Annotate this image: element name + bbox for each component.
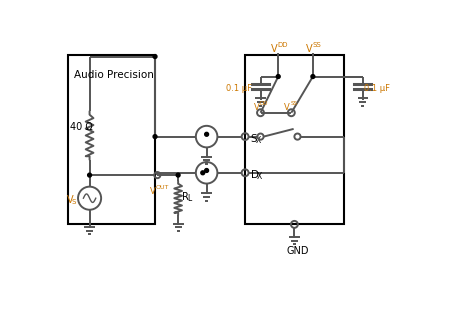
Bar	[245, 55, 344, 224]
Text: R: R	[182, 192, 189, 202]
Bar	[68, 55, 155, 224]
Text: S: S	[72, 199, 76, 205]
Text: Audio Precision: Audio Precision	[74, 70, 154, 81]
Text: V: V	[271, 44, 278, 54]
Text: SS: SS	[312, 42, 321, 48]
Text: DD: DD	[278, 42, 288, 48]
Circle shape	[205, 133, 208, 136]
Text: V: V	[150, 187, 156, 197]
Circle shape	[153, 55, 157, 58]
Circle shape	[153, 135, 157, 139]
Text: V: V	[306, 44, 313, 54]
Circle shape	[205, 169, 208, 172]
Text: L: L	[187, 194, 192, 204]
Text: V: V	[254, 103, 260, 113]
Text: SS: SS	[290, 101, 297, 106]
Text: 40 Ω: 40 Ω	[71, 122, 93, 132]
Text: S: S	[250, 133, 257, 144]
Text: 0.1 μF: 0.1 μF	[226, 84, 252, 93]
Text: GND: GND	[287, 246, 309, 256]
Circle shape	[311, 74, 315, 79]
Text: V: V	[284, 103, 290, 113]
Text: 0.1 μF: 0.1 μF	[365, 84, 390, 93]
Text: X: X	[257, 172, 262, 181]
Text: X: X	[256, 136, 261, 145]
Circle shape	[88, 173, 91, 177]
Text: OUT: OUT	[156, 185, 169, 190]
Circle shape	[201, 171, 205, 175]
Text: D: D	[250, 170, 259, 180]
Text: DD: DD	[260, 101, 268, 106]
Circle shape	[276, 74, 280, 79]
Text: V: V	[66, 195, 73, 205]
Circle shape	[176, 173, 180, 177]
